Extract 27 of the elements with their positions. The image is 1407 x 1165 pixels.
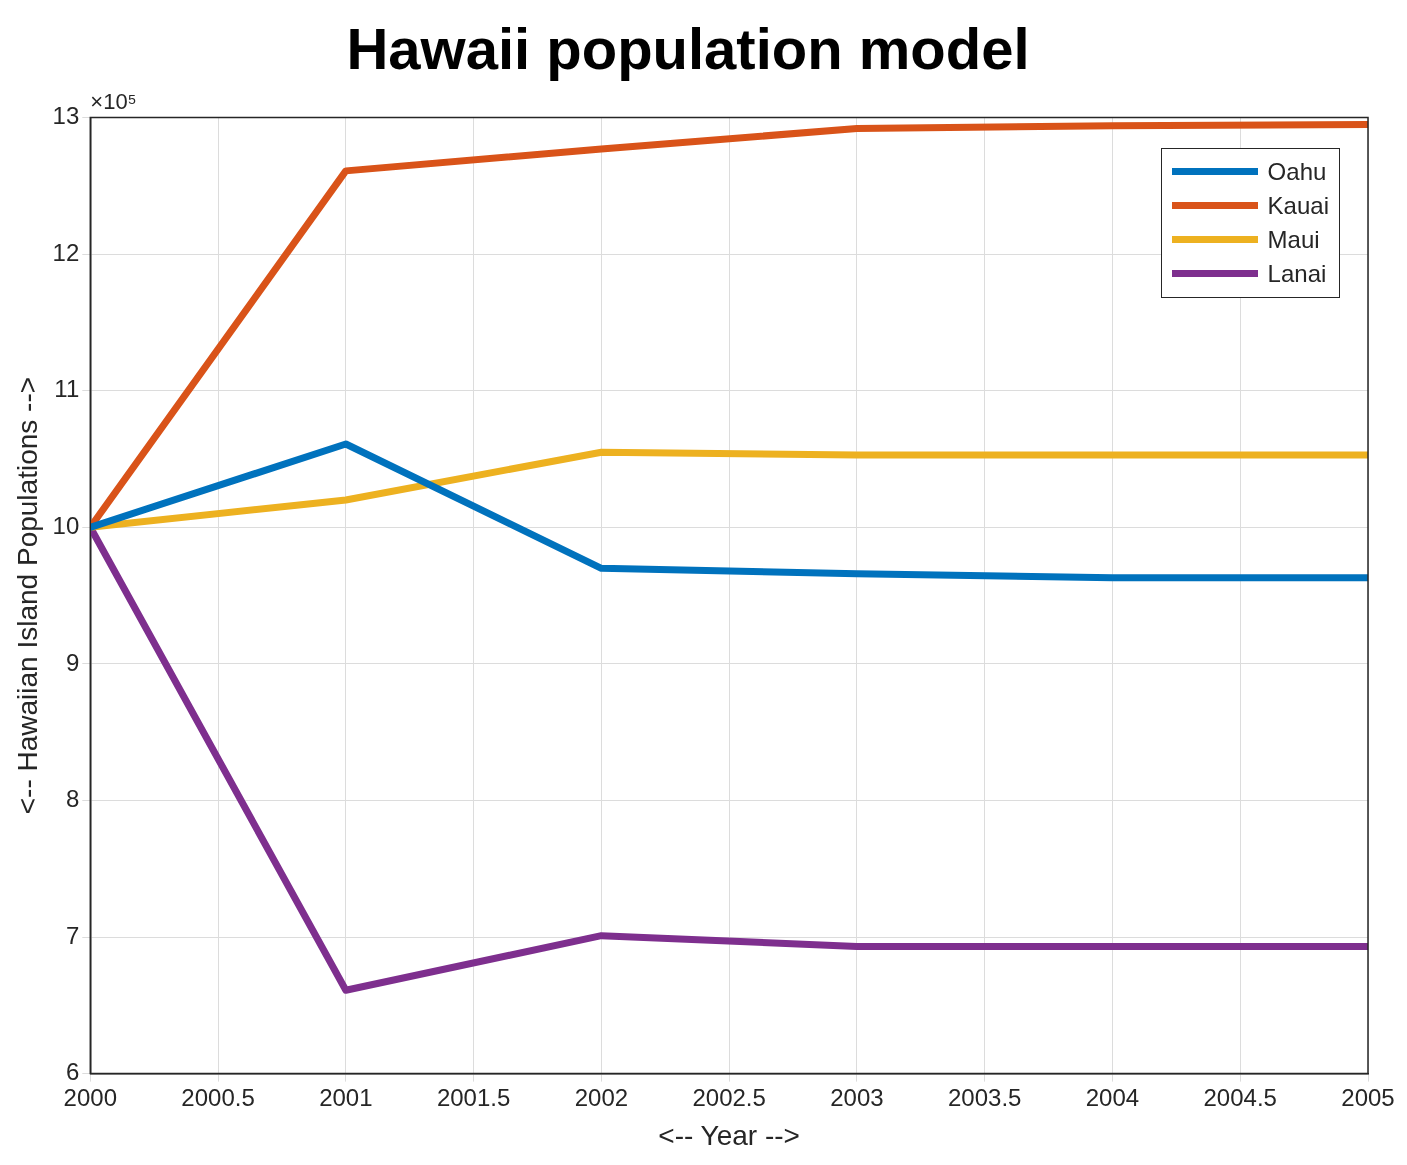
x-tick-label: 2000.5: [181, 1083, 255, 1111]
x-tick-label: 2001: [319, 1083, 373, 1111]
x-tick-label: 2002.5: [692, 1083, 766, 1111]
legend-label: Lanai: [1267, 259, 1327, 288]
y-tick-label: 13: [52, 102, 80, 130]
x-tick-label: 2003: [830, 1083, 884, 1111]
x-tick-label: 2001.5: [436, 1083, 511, 1111]
chart-title: Hawaii population model: [346, 15, 1030, 81]
y-tick-label: 9: [65, 648, 80, 676]
legend-label: Oahu: [1267, 157, 1327, 186]
x-tick-label: 2005: [1341, 1083, 1395, 1111]
y-tick-label: 10: [52, 511, 80, 539]
y-tick-label: 6: [65, 1058, 80, 1086]
x-tick-label: 2004.5: [1203, 1083, 1277, 1111]
y-tick-label: 11: [54, 375, 80, 403]
legend-label: Kauai: [1267, 191, 1329, 220]
y-tick-label: 8: [65, 785, 80, 813]
y-axis-title: <-- Hawaiian Island Populations -->: [11, 376, 43, 815]
y-tick-label: 7: [65, 921, 80, 949]
x-tick-label: 2003.5: [947, 1083, 1022, 1111]
x-tick-label: 2002: [574, 1083, 629, 1111]
y-tick-label: 12: [52, 238, 80, 266]
x-axis-title: <-- Year -->: [658, 1119, 800, 1151]
legend-label: Maui: [1267, 225, 1320, 254]
x-tick-label: 2004: [1085, 1083, 1140, 1111]
text: ×10⁵: [90, 88, 137, 114]
x-tick-label: 2000: [63, 1083, 117, 1111]
